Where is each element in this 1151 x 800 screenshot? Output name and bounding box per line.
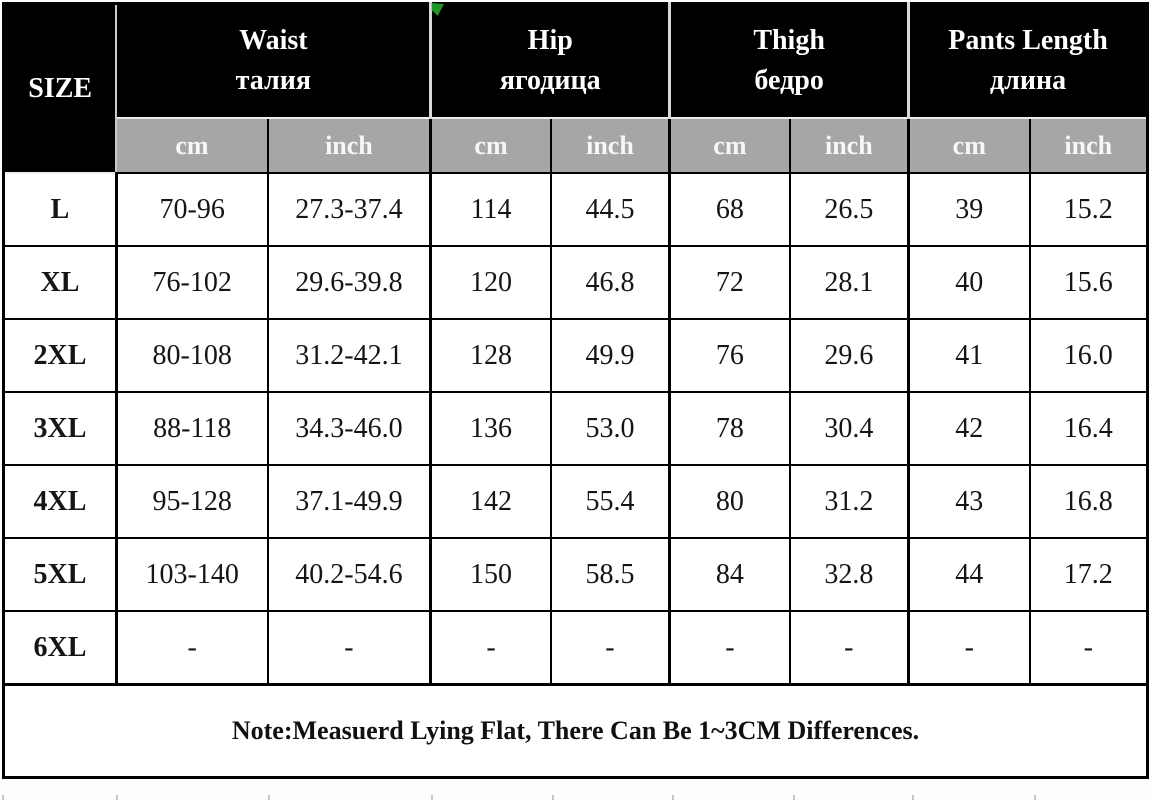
table-cell: 55.4: [549, 464, 671, 539]
pants-length-header: Pants Length длина: [907, 3, 1148, 119]
size-label: 3XL: [2, 391, 118, 466]
table-cell: 17.2: [1028, 537, 1149, 612]
table-cell: 40.2-54.6: [266, 537, 432, 612]
size-label: 2XL: [2, 318, 118, 393]
table-cell: 32.8: [788, 537, 910, 612]
table-cell: 76-102: [115, 245, 269, 320]
pants-cm-header: cm: [907, 117, 1031, 174]
table-cell: 58.5: [549, 537, 671, 612]
table-cell: -: [668, 610, 791, 686]
waist-header-en: Waist: [239, 25, 308, 56]
table-cell: 114: [429, 172, 552, 247]
table-cell: 72: [668, 245, 791, 320]
table-cell: 30.4: [788, 391, 910, 466]
table-cell: 68: [668, 172, 791, 247]
excel-gridline-ticks: [2, 795, 1149, 800]
note-row: Note:Measuerd Lying Flat, There Can Be 1…: [2, 683, 1149, 779]
table-cell: 80-108: [115, 318, 269, 393]
size-chart-table: SIZE Waist талия Hip ягодица Thigh бедро…: [2, 2, 1149, 779]
thigh-inch-header: inch: [788, 117, 910, 174]
table-cell: 44.5: [549, 172, 671, 247]
table-cell: 80: [668, 464, 791, 539]
table-cell: -: [907, 610, 1031, 686]
table-row: L 70-96 27.3-37.4 114 44.5 68 26.5 39 15…: [2, 172, 1149, 247]
table-cell: 95-128: [115, 464, 269, 539]
table-cell: 34.3-46.0: [266, 391, 432, 466]
table-row: 4XL 95-128 37.1-49.9 142 55.4 80 31.2 43…: [2, 464, 1149, 539]
group-header-row: SIZE Waist талия Hip ягодица Thigh бедро…: [2, 3, 1148, 174]
pants-length-header-en: Pants Length: [948, 25, 1108, 56]
table-cell: 16.8: [1028, 464, 1149, 539]
table-row: 6XL - - - - - - - -: [2, 610, 1149, 686]
size-label: 5XL: [2, 537, 118, 612]
table-cell: 46.8: [549, 245, 671, 320]
size-label: L: [2, 172, 118, 247]
table-cell: 88-118: [115, 391, 269, 466]
waist-cm-header: cm: [115, 117, 269, 174]
table-cell: 103-140: [115, 537, 269, 612]
table-cell: 26.5: [788, 172, 910, 247]
table-cell: 29.6: [788, 318, 910, 393]
size-label: 6XL: [2, 610, 118, 686]
table-cell: 150: [429, 537, 552, 612]
table-cell: 76: [668, 318, 791, 393]
table-cell: 84: [668, 537, 791, 612]
thigh-header-ru: бедро: [754, 65, 824, 96]
table-cell: 49.9: [549, 318, 671, 393]
table-cell: -: [1028, 610, 1149, 686]
hip-header-en: Hip: [527, 25, 573, 56]
table-cell: 28.1: [788, 245, 910, 320]
table-cell: -: [788, 610, 910, 686]
table-cell: 41: [907, 318, 1031, 393]
hip-cm-header: cm: [429, 117, 552, 174]
table-cell: 29.6-39.8: [266, 245, 432, 320]
table-cell: 70-96: [115, 172, 269, 247]
table-cell: 16.4: [1028, 391, 1149, 466]
hip-inch-header: inch: [549, 117, 671, 174]
table-cell: 43: [907, 464, 1031, 539]
waist-inch-header: inch: [266, 117, 432, 174]
table-cell: 53.0: [549, 391, 671, 466]
table-cell: 78: [668, 391, 791, 466]
thigh-cm-header: cm: [668, 117, 791, 174]
size-label: XL: [2, 245, 118, 320]
waist-header: Waist талия: [115, 3, 431, 119]
table-cell: -: [549, 610, 671, 686]
table-cell: 136: [429, 391, 552, 466]
size-column-header: SIZE: [2, 3, 118, 174]
table-cell: 15.6: [1028, 245, 1149, 320]
table-cell: 142: [429, 464, 552, 539]
table-cell: 31.2-42.1: [266, 318, 432, 393]
table-cell: 31.2: [788, 464, 910, 539]
table-cell: 42: [907, 391, 1031, 466]
table-cell: 128: [429, 318, 552, 393]
hip-header: Hip ягодица: [429, 3, 670, 119]
table-cell: 37.1-49.9: [266, 464, 432, 539]
pants-inch-header: inch: [1028, 117, 1149, 174]
table-cell: 40: [907, 245, 1031, 320]
table-cell: 15.2: [1028, 172, 1149, 247]
table-cell: -: [266, 610, 432, 686]
table-row: 2XL 80-108 31.2-42.1 128 49.9 76 29.6 41…: [2, 318, 1149, 393]
table-cell: -: [429, 610, 552, 686]
hip-header-ru: ягодица: [499, 65, 601, 96]
table-cell: 16.0: [1028, 318, 1149, 393]
thigh-header: Thigh бедро: [668, 3, 909, 119]
pants-length-header-ru: длина: [989, 65, 1067, 96]
unit-header-row: cm inch cm inch cm inch cm inch: [4, 117, 1149, 174]
note-text: Note:Measuerd Lying Flat, There Can Be 1…: [2, 683, 1149, 779]
size-rows: L 70-96 27.3-37.4 114 44.5 68 26.5 39 15…: [2, 172, 1149, 686]
table-cell: 27.3-37.4: [266, 172, 432, 247]
table-row: XL 76-102 29.6-39.8 120 46.8 72 28.1 40 …: [2, 245, 1149, 320]
waist-header-ru: талия: [235, 65, 312, 96]
thigh-header-en: Thigh: [753, 25, 825, 56]
table-cell: -: [115, 610, 269, 686]
table-cell: 120: [429, 245, 552, 320]
table-row: 5XL 103-140 40.2-54.6 150 58.5 84 32.8 4…: [2, 537, 1149, 612]
table-cell: 44: [907, 537, 1031, 612]
table-row: 3XL 88-118 34.3-46.0 136 53.0 78 30.4 42…: [2, 391, 1149, 466]
size-label: 4XL: [2, 464, 118, 539]
table-cell: 39: [907, 172, 1031, 247]
